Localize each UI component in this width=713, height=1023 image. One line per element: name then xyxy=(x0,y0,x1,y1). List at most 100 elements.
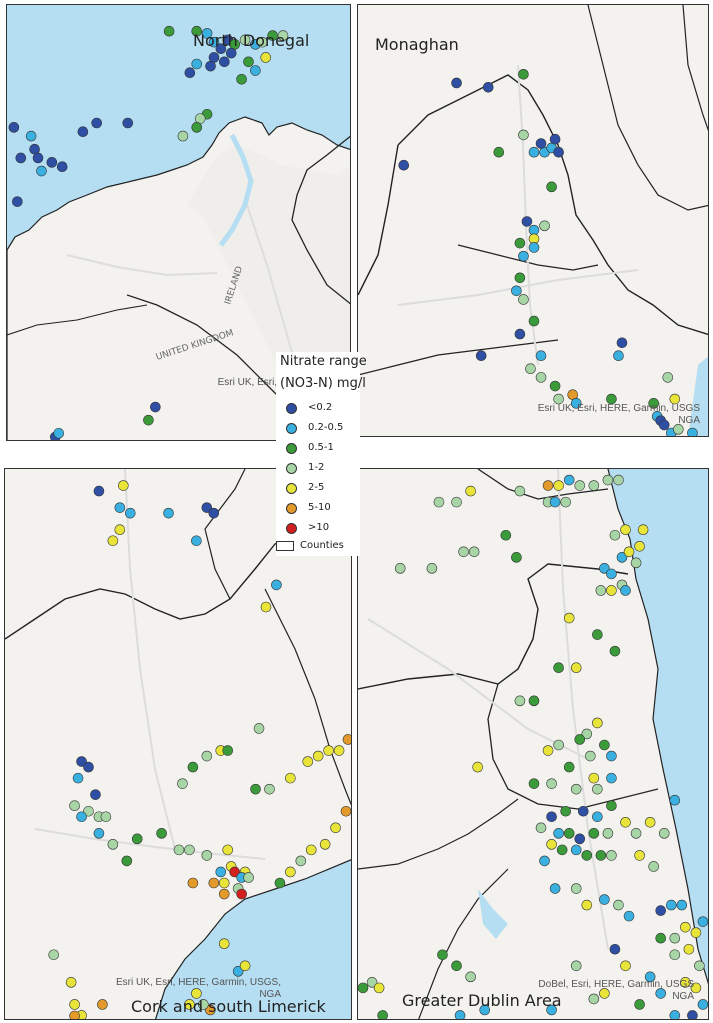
sample-point xyxy=(330,822,341,834)
sample-point xyxy=(482,81,494,93)
panel-title: Monaghan xyxy=(375,35,459,54)
sample-point xyxy=(613,350,624,362)
sample-point xyxy=(546,811,557,823)
sample-point xyxy=(595,850,607,861)
sample-point xyxy=(295,855,307,867)
sample-point xyxy=(215,43,227,55)
sample-point xyxy=(373,982,385,994)
sample-point xyxy=(574,833,586,845)
sample-point xyxy=(588,480,600,491)
sample-point xyxy=(472,761,483,773)
sample-point xyxy=(669,794,681,806)
sample-point xyxy=(606,850,617,861)
sample-point xyxy=(518,294,529,305)
sample-point xyxy=(243,872,254,883)
sample-point xyxy=(205,1004,216,1016)
sample-point xyxy=(107,839,119,850)
sample-point xyxy=(72,772,84,784)
panel-title: Cork and south Limerick xyxy=(131,997,326,1016)
sample-point xyxy=(250,65,261,76)
sample-point xyxy=(222,844,234,856)
legend-title: Nitrate range xyxy=(280,354,367,369)
sample-point xyxy=(312,750,324,762)
map-credit: DoBel, Esri, HERE, Garmin, USGS NGA xyxy=(538,979,694,1002)
sample-point xyxy=(606,585,617,596)
sample-point xyxy=(528,146,540,158)
sample-point xyxy=(560,805,571,817)
sample-point xyxy=(585,750,596,762)
sample-point xyxy=(8,122,20,133)
sample-point xyxy=(549,883,561,894)
sample-point xyxy=(93,828,105,839)
sample-point xyxy=(599,894,610,905)
sample-point xyxy=(243,56,254,68)
legend-swatch xyxy=(286,443,297,454)
sample-point xyxy=(274,877,286,889)
panel-title: Greater Dublin Area xyxy=(402,991,562,1010)
sample-point xyxy=(511,552,522,563)
sample-point xyxy=(208,36,220,48)
sample-point xyxy=(358,982,369,994)
sample-point xyxy=(581,899,593,911)
sample-point xyxy=(69,999,80,1010)
sample-point xyxy=(553,828,564,839)
sample-point xyxy=(528,315,540,327)
map-panel-monaghan: Monaghan Esri UK, Esri, HERE, Garmin, US… xyxy=(357,4,709,437)
sample-point xyxy=(606,772,617,784)
sample-point xyxy=(121,855,133,867)
sample-point xyxy=(333,745,345,756)
sample-point xyxy=(187,761,199,773)
sample-point xyxy=(48,949,60,961)
sample-point xyxy=(465,485,476,497)
sample-point xyxy=(342,734,351,745)
sample-point xyxy=(549,496,561,508)
sample-point xyxy=(100,811,112,823)
sample-point xyxy=(518,68,529,80)
map-credit: Esri UK, Esri, HERE, Garmin, USGS, NGA xyxy=(115,977,281,1000)
sample-point xyxy=(426,563,438,574)
sample-point xyxy=(451,77,462,89)
sample-point xyxy=(616,337,628,349)
sample-points xyxy=(358,474,708,1019)
sample-point xyxy=(285,866,296,878)
sample-point xyxy=(236,73,247,85)
sample-point xyxy=(539,855,550,867)
sample-point xyxy=(620,585,631,596)
sample-point xyxy=(665,899,677,911)
sample-point xyxy=(208,877,220,889)
sample-point xyxy=(570,960,582,972)
sample-point xyxy=(253,723,265,734)
sample-point xyxy=(535,350,547,362)
sample-point xyxy=(606,568,617,580)
sample-point xyxy=(592,783,603,795)
sample-point xyxy=(592,811,603,823)
sample-point xyxy=(655,932,667,944)
sample-point xyxy=(602,828,614,839)
sample-point xyxy=(514,272,526,284)
sample-point xyxy=(546,1004,557,1016)
sample-point xyxy=(563,612,575,624)
sample-point xyxy=(620,816,631,828)
sample-point xyxy=(599,988,610,999)
sample-point xyxy=(609,645,621,657)
sample-point xyxy=(613,474,624,486)
sample-point xyxy=(620,960,631,972)
sample-point xyxy=(236,888,247,900)
sample-point xyxy=(177,130,189,142)
map-credit: Esri UK, Esri, HERE, Garmin, USGS NGA xyxy=(537,403,700,426)
map-monaghan xyxy=(358,5,708,436)
sample-point xyxy=(535,822,547,834)
sample-point xyxy=(377,1010,388,1019)
panel-title: North Donegal xyxy=(193,31,310,50)
sample-point xyxy=(156,828,167,839)
sample-point xyxy=(648,861,659,872)
sample-point xyxy=(694,960,705,972)
sample-point xyxy=(114,502,126,513)
sample-point xyxy=(232,966,244,977)
sample-point xyxy=(218,888,230,900)
sample-point xyxy=(218,938,230,950)
sample-point xyxy=(697,916,708,927)
sample-point xyxy=(609,529,621,541)
sample-point xyxy=(669,1010,681,1019)
sample-point xyxy=(12,196,23,207)
